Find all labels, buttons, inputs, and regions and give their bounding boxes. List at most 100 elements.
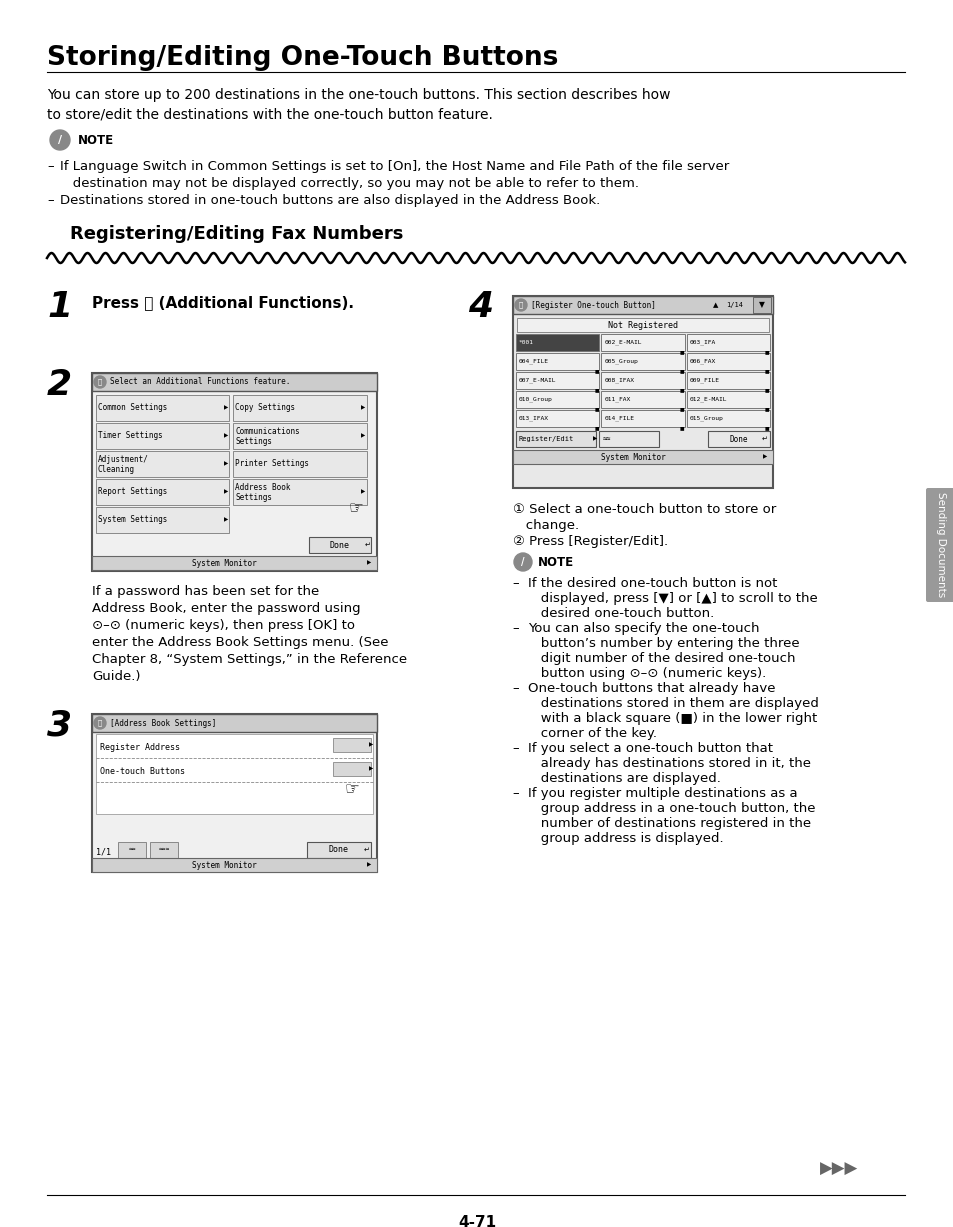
Text: to store/edit the destinations with the one-touch button feature.: to store/edit the destinations with the … (47, 108, 493, 121)
Text: Destinations stored in one-touch buttons are also displayed in the Address Book.: Destinations stored in one-touch buttons… (60, 194, 599, 207)
Text: ■: ■ (679, 387, 683, 391)
Text: button’s number by entering the three: button’s number by entering the three (527, 637, 799, 650)
Text: Register/Edit: Register/Edit (518, 436, 574, 442)
Text: NOTE: NOTE (537, 556, 574, 568)
Bar (91, 373, 376, 571)
Text: destination may not be displayed correctly, so you may not be able to refer to t: destination may not be displayed correct… (60, 177, 639, 190)
Bar (516, 431, 596, 447)
Bar (686, 334, 769, 351)
Text: 012_E-MAIL: 012_E-MAIL (689, 396, 726, 402)
Text: ▶: ▶ (369, 767, 373, 772)
Bar (96, 423, 230, 449)
Bar (333, 737, 371, 752)
Bar (516, 334, 598, 351)
Text: ■: ■ (764, 425, 769, 429)
Circle shape (50, 130, 70, 150)
Text: Done: Done (330, 541, 350, 550)
Text: You can store up to 200 destinations in the one-touch buttons. This section desc: You can store up to 200 destinations in … (47, 88, 670, 102)
Text: Communications: Communications (235, 427, 300, 436)
Text: ↵: ↵ (364, 847, 370, 853)
Text: 008_IFAX: 008_IFAX (603, 378, 634, 383)
Text: Select an Additional Functions feature.: Select an Additional Functions feature. (110, 378, 290, 387)
Bar (686, 391, 769, 409)
Text: ▶: ▶ (762, 454, 766, 459)
Text: If Language Switch in Common Settings is set to [On], the Host Name and File Pat: If Language Switch in Common Settings is… (60, 160, 728, 173)
Text: ▶: ▶ (223, 490, 228, 494)
Text: System Settings: System Settings (98, 515, 167, 524)
Bar (91, 714, 376, 733)
Text: button using ⊙–⊙ (numeric keys).: button using ⊙–⊙ (numeric keys). (527, 667, 765, 680)
Text: /: / (58, 135, 62, 145)
Text: ■: ■ (594, 425, 598, 429)
Text: 005_Group: 005_Group (603, 358, 638, 364)
Bar (517, 318, 768, 333)
Bar (598, 431, 659, 447)
Bar (516, 391, 598, 409)
Text: ≈≈: ≈≈ (602, 436, 611, 442)
Text: digit number of the desired one-touch: digit number of the desired one-touch (527, 652, 795, 665)
Text: 009_FILE: 009_FILE (689, 378, 719, 383)
Bar (333, 762, 371, 775)
Bar (513, 450, 772, 464)
Text: One-touch buttons that already have: One-touch buttons that already have (527, 682, 775, 694)
Text: 010_Group: 010_Group (518, 396, 552, 402)
Text: One-touch Buttons: One-touch Buttons (100, 768, 185, 777)
Text: If a password has been set for the: If a password has been set for the (91, 585, 319, 598)
Text: 3: 3 (47, 709, 72, 744)
Circle shape (515, 299, 526, 310)
Text: Address Book, enter the password using: Address Book, enter the password using (91, 602, 360, 615)
Text: destinations stored in them are displayed: destinations stored in them are displaye… (527, 697, 818, 710)
Text: ■: ■ (679, 368, 683, 373)
Bar (513, 296, 772, 488)
Text: Press ⓨ (Additional Functions).: Press ⓨ (Additional Functions). (91, 294, 354, 310)
Text: Report Settings: Report Settings (98, 487, 167, 497)
Text: 4: 4 (468, 290, 493, 324)
Bar (96, 479, 230, 506)
Text: ② Press [Register/Edit].: ② Press [Register/Edit]. (513, 535, 667, 548)
Text: 004_FILE: 004_FILE (518, 358, 548, 364)
Text: Done: Done (329, 845, 349, 854)
Bar (91, 556, 376, 571)
Text: –: – (513, 742, 523, 755)
Bar (600, 334, 684, 351)
Bar (516, 372, 598, 389)
Text: ■: ■ (594, 368, 598, 373)
Text: 4-71: 4-71 (457, 1215, 496, 1227)
Text: ■: ■ (594, 406, 598, 411)
Text: Registering/Editing Fax Numbers: Registering/Editing Fax Numbers (70, 225, 403, 243)
Text: number of destinations registered in the: number of destinations registered in the (527, 817, 810, 829)
Text: Ⓒ: Ⓒ (518, 302, 522, 308)
Text: /: / (520, 557, 524, 567)
Text: [Address Book Settings]: [Address Book Settings] (110, 719, 216, 728)
Text: Settings: Settings (235, 492, 273, 502)
Text: ↵: ↵ (365, 542, 371, 548)
Bar (91, 714, 376, 872)
Text: Ⓒ: Ⓒ (98, 379, 102, 385)
Circle shape (94, 717, 106, 729)
Text: ■: ■ (679, 348, 683, 355)
Text: ▶: ▶ (360, 490, 365, 494)
Text: ▶: ▶ (223, 433, 228, 438)
Text: 003_IFA: 003_IFA (689, 340, 715, 345)
Text: Sending Documents: Sending Documents (935, 492, 945, 598)
Text: destinations are displayed.: destinations are displayed. (527, 772, 720, 785)
Text: –: – (513, 577, 523, 590)
Text: ☞: ☞ (349, 499, 363, 517)
Text: 015_Group: 015_Group (689, 416, 722, 421)
Bar (516, 410, 598, 427)
Text: Address Book: Address Book (235, 482, 291, 492)
Text: ■: ■ (764, 406, 769, 411)
Text: Register Address: Register Address (100, 744, 180, 752)
Text: group address in a one-touch button, the: group address in a one-touch button, the (527, 802, 815, 815)
Text: If the desired one-touch button is not: If the desired one-touch button is not (527, 577, 777, 590)
Text: Storing/Editing One-Touch Buttons: Storing/Editing One-Touch Buttons (47, 45, 558, 71)
Text: Not Registered: Not Registered (607, 320, 678, 330)
Bar (233, 395, 367, 421)
Text: already has destinations stored in it, the: already has destinations stored in it, t… (527, 757, 810, 771)
Bar (686, 353, 769, 371)
Text: ↵: ↵ (761, 436, 767, 442)
Text: 011_FAX: 011_FAX (603, 396, 630, 402)
Text: 006_FAX: 006_FAX (689, 358, 715, 364)
Text: If you register multiple destinations as a: If you register multiple destinations as… (527, 787, 797, 800)
Text: [Register One-touch Button]: [Register One-touch Button] (531, 301, 655, 309)
